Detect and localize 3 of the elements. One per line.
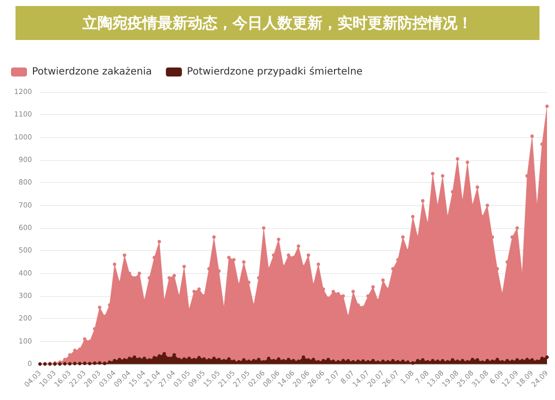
legend-label: Potwierdzone zakażenia [32, 66, 152, 78]
chart-title: 立陶宛疫情最新动态，今日人数更新，实时更新防控情况！ [82, 14, 472, 32]
legend-label: Potwierdzone przypadki śmiertelne [186, 66, 363, 78]
